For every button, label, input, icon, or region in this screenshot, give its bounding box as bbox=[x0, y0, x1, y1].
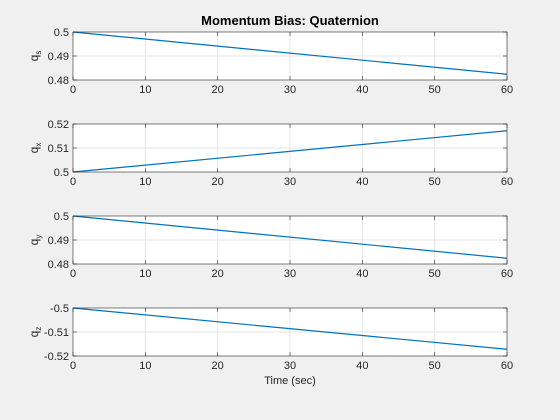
x-tick-label: 10 bbox=[139, 84, 151, 96]
x-tick-label: 0 bbox=[70, 360, 76, 372]
y-tick-label: 0.52 bbox=[48, 119, 69, 131]
chart-title: Momentum Bias: Quaternion bbox=[201, 13, 379, 28]
x-tick-label: 10 bbox=[139, 360, 151, 372]
x-axis-label: Time (sec) bbox=[264, 375, 316, 387]
x-tick-label: 40 bbox=[356, 176, 368, 188]
x-tick-label: 60 bbox=[501, 84, 513, 96]
series-line bbox=[72, 130, 508, 173]
x-tick-label: 50 bbox=[429, 84, 441, 96]
subplot-2: 0 10 20 30 40 50 60 0.5 0.51 0.52 qx bbox=[27, 119, 513, 188]
y-tick-label: 0.5 bbox=[54, 167, 69, 179]
subplot-3: 0 10 20 30 40 50 60 0.48 0.49 0.5 qy bbox=[27, 211, 513, 280]
series-line bbox=[72, 31, 508, 75]
y-tick-label: 0.49 bbox=[48, 235, 69, 247]
y-tick-label: 0.5 bbox=[54, 27, 69, 39]
x-tick-label: 0 bbox=[70, 176, 76, 188]
y-tick-label: 0.49 bbox=[48, 51, 69, 63]
x-tick-label: 40 bbox=[356, 268, 368, 280]
x-tick-label: 60 bbox=[501, 360, 513, 372]
x-tick-label: 50 bbox=[429, 176, 441, 188]
y-axis-label: qy bbox=[27, 235, 43, 246]
x-tick-label: 40 bbox=[356, 84, 368, 96]
x-tick-label: 30 bbox=[284, 268, 296, 280]
subplot-1: 0 10 20 30 40 50 60 0.48 0.49 0.5 qs Momentum Bias:… bbox=[27, 13, 513, 96]
x-tick-label: 0 bbox=[70, 268, 76, 280]
x-tick-label: 20 bbox=[212, 84, 224, 96]
x-tick-label: 30 bbox=[284, 84, 296, 96]
x-tick-label: 10 bbox=[139, 176, 151, 188]
x-tick-label: 30 bbox=[284, 176, 296, 188]
x-tick-label: 40 bbox=[356, 360, 368, 372]
x-tick-label: 20 bbox=[212, 268, 224, 280]
y-axis-label: qs bbox=[27, 51, 43, 62]
y-tick-label: -0.5 bbox=[50, 303, 69, 315]
y-tick-label: -0.52 bbox=[44, 351, 69, 363]
x-tick-label: 10 bbox=[139, 268, 151, 280]
y-tick-label: 0.5 bbox=[54, 211, 69, 223]
y-axis-label: qx bbox=[27, 143, 43, 154]
x-tick-label: 30 bbox=[284, 360, 296, 372]
x-tick-label: 50 bbox=[429, 360, 441, 372]
series-line bbox=[72, 307, 508, 350]
y-tick-label: 0.51 bbox=[48, 143, 69, 155]
x-tick-label: 20 bbox=[212, 360, 224, 372]
x-tick-label: 60 bbox=[501, 176, 513, 188]
x-tick-label: 0 bbox=[70, 84, 76, 96]
y-axis-label: qz bbox=[27, 327, 43, 338]
y-tick-label: 0.48 bbox=[48, 259, 69, 271]
x-tick-label: 50 bbox=[429, 268, 441, 280]
y-tick-label: 0.48 bbox=[48, 75, 69, 87]
y-tick-label: -0.51 bbox=[44, 327, 69, 339]
x-tick-label: 20 bbox=[212, 176, 224, 188]
subplot-4: 0 10 20 30 40 50 60 -0.52 -0.51 -0.5 qz Time (sec) bbox=[27, 303, 513, 387]
x-tick-label: 60 bbox=[501, 268, 513, 280]
series-line bbox=[72, 215, 508, 259]
